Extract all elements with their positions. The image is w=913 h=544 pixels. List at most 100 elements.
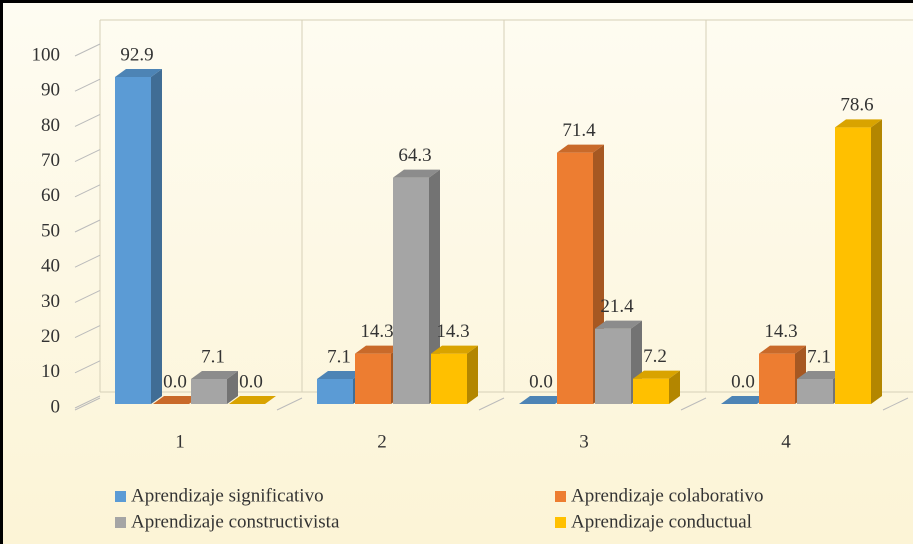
value-label: 7.1 [201,346,225,367]
x-tick-label: 1 [175,431,185,452]
bar-top [229,396,276,404]
bar-top [317,371,364,380]
bar-top [797,371,844,380]
bar-front [355,353,391,404]
bar-side [151,68,162,404]
bar-front [797,379,833,404]
y-tick-label: 100 [32,44,61,65]
bar-front [115,76,151,404]
bar-top [393,169,440,178]
legend-swatch [115,517,126,528]
bar-front [759,353,795,404]
y-tick-label: 50 [41,220,60,241]
value-label: 14.3 [360,321,393,342]
y-tick-label: 40 [41,256,60,277]
y-tick-label: 20 [41,326,60,347]
x-tick-label: 3 [579,431,589,452]
bar [115,68,162,404]
value-label: 7.1 [807,346,831,367]
x-tick-label: 2 [377,431,387,452]
y-tick-label: 30 [41,291,60,312]
y-tick [74,149,101,163]
value-label: 64.3 [398,145,431,166]
value-label: 7.2 [643,346,667,367]
bar [721,396,768,404]
bar [153,396,200,404]
y-tick [74,43,101,57]
x-tick-label: 4 [781,431,791,452]
plot-area: 0 10 20 30 40 50 60 70 80 90 100 1 92.9 0.0 7.1 0.0 2 7.1… [32,19,913,532]
y-tick [74,78,101,92]
value-label: 14.3 [764,321,797,342]
bar-side [871,119,882,404]
floor-line [882,397,909,411]
bar-side [227,371,238,404]
bar [797,371,844,404]
y-tick [74,219,101,233]
y-tick-label: 10 [41,361,60,382]
bar [229,396,276,404]
bar [519,396,566,404]
floor-line [74,397,101,411]
bar-top [153,396,200,404]
legend-swatch [555,517,566,528]
y-tick [74,360,101,374]
bar-top [115,68,162,77]
bar-top [519,396,566,404]
bar-front [191,379,227,404]
bar-top [191,371,238,380]
bar-top [759,345,806,354]
legend-label: Aprendizaje colaborativo [571,485,764,506]
legend-label: Aprendizaje constructivista [131,511,340,532]
y-tick [74,184,101,198]
value-label: 21.4 [600,296,634,317]
legend-swatch [115,491,126,502]
y-tick [74,325,101,339]
value-label: 0.0 [731,371,755,392]
y-tick-label: 60 [41,185,60,206]
bar [835,119,882,404]
bar-side [429,169,440,404]
value-label: 71.4 [562,120,596,141]
value-label: 0.0 [529,371,553,392]
bar-front [317,379,353,404]
bar [431,345,478,404]
value-label: 92.9 [120,44,153,65]
bar-top [595,320,642,329]
legend-swatch [555,491,566,502]
bar-top [835,119,882,128]
value-label: 0.0 [239,371,263,392]
y-tick [74,395,101,409]
value-label: 0.0 [163,371,187,392]
legend-label: Aprendizaje conductual [571,511,752,532]
bar-front [633,378,669,404]
floor-line [478,397,505,411]
bar-top [557,144,604,153]
y-tick [74,254,101,268]
bar-top [431,345,478,354]
bar-side [467,345,478,404]
bar-front [431,353,467,404]
value-label: 78.6 [840,95,873,116]
bar-side [669,370,680,404]
y-tick-label: 80 [41,115,60,136]
y-tick [74,289,101,303]
y-tick-label: 0 [51,396,61,417]
value-label: 7.1 [327,346,351,367]
bar [393,169,440,404]
bar [633,370,680,404]
bar [191,371,238,404]
y-tick [74,113,101,127]
bar-front [393,177,429,404]
floor-line [680,397,707,411]
y-tick-label: 70 [41,150,60,171]
bar-front [595,328,631,404]
legend-label: Aprendizaje significativo [131,485,324,506]
floor-line [276,397,303,411]
value-label: 14.3 [436,321,469,342]
bar-top [721,396,768,404]
bar-top [633,370,680,379]
y-tick-label: 90 [41,80,60,101]
